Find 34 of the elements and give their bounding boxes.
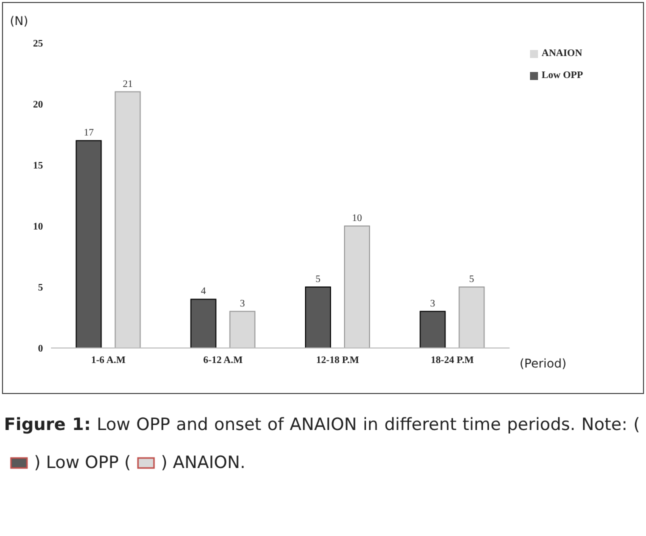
bar <box>420 310 446 348</box>
data-label: 10 <box>352 213 362 224</box>
y-tick-label: 25 <box>33 38 43 50</box>
bar <box>114 91 141 348</box>
y-axis-title: (N) <box>10 14 28 28</box>
bar <box>76 140 102 348</box>
y-tick-label: 20 <box>33 100 43 111</box>
y-tick-label: 15 <box>33 160 43 172</box>
data-label: 17 <box>84 128 94 139</box>
x-tick-label: 18-24 P.M <box>430 355 474 366</box>
legend-label: Low OPP <box>542 70 583 81</box>
data-label: 5 <box>316 274 321 285</box>
x-tick-label: 1-6 A.M <box>91 355 126 366</box>
bar <box>305 286 332 348</box>
x-axis-title: (Period) <box>520 356 566 370</box>
bar <box>229 310 256 348</box>
text: Low OPP and onset of ANAION in different time periods. Note: ( <box>96 415 640 435</box>
caption: Figure 1: <box>4 415 91 435</box>
data-label: 21 <box>122 78 133 90</box>
data-label: 5 <box>469 274 474 285</box>
y-tick-label: 10 <box>33 222 43 233</box>
bar <box>190 298 216 348</box>
legend-label: ANAION <box>542 48 582 59</box>
y-tick-label: 0 <box>38 344 43 355</box>
text: ) ANAION. <box>160 453 246 473</box>
x-tick-label: 6-12 A.M <box>203 355 244 366</box>
data-label: 4 <box>200 286 206 298</box>
bar <box>344 226 370 348</box>
x-tick-label: 12-18 P.M <box>316 355 360 366</box>
data-label: 3 <box>430 298 436 310</box>
data-label: 3 <box>240 298 245 310</box>
text: ) Low OPP ( <box>34 453 131 473</box>
y-tick-label: 5 <box>38 282 43 294</box>
bar <box>458 286 485 348</box>
